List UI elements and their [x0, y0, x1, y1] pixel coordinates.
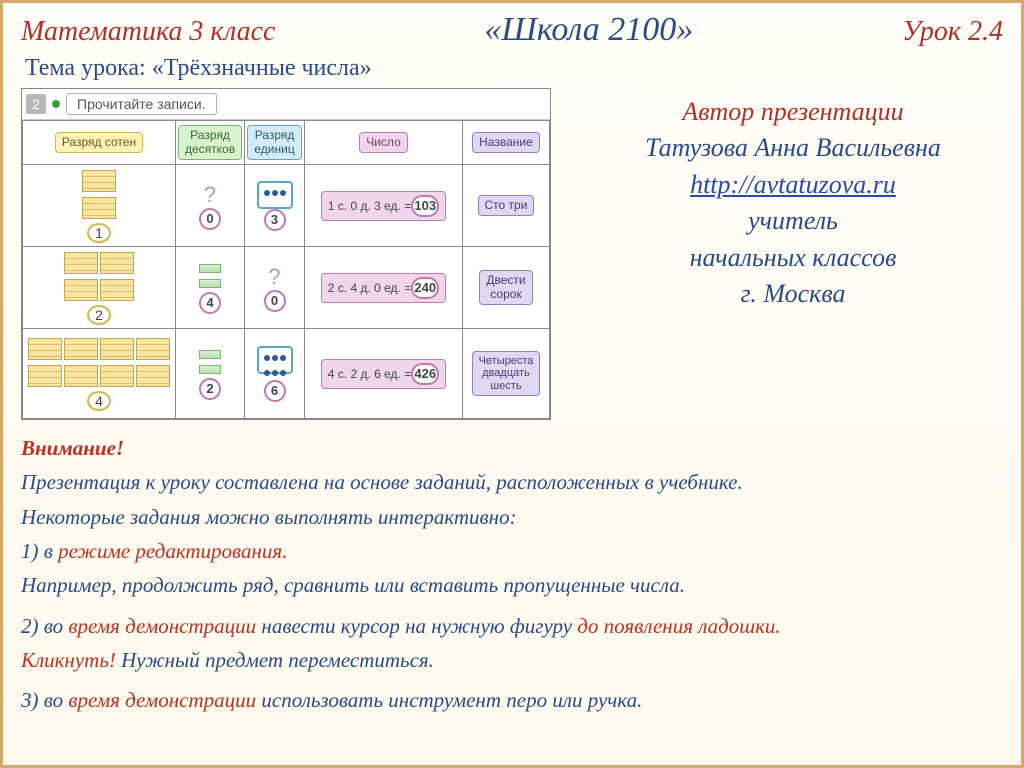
- author-url[interactable]: http://avtatuzova.ru: [690, 170, 896, 199]
- header: Математика 3 класс «Школа 2100» Урок 2.4: [21, 11, 1003, 49]
- col-name: Название: [472, 132, 540, 154]
- program-title: «Школа 2100»: [484, 11, 693, 49]
- hundreds-count: 2: [87, 305, 111, 325]
- exercise-figure: 2 Прочитайте записи. Разряд сотен Разряд…: [21, 88, 551, 420]
- place-value-table: Разряд сотен Разряд десятков Разряд един…: [22, 120, 550, 419]
- lesson-number: Урок 2.4: [902, 16, 1003, 48]
- subject-label: Математика 3 класс: [21, 16, 275, 48]
- author-title: Автор презентации: [583, 94, 1003, 130]
- hundreds-blocks: [63, 251, 135, 305]
- col-number: Число: [359, 132, 408, 154]
- note-line: Некоторые задания можно выполнять интера…: [21, 503, 1003, 531]
- hundreds-blocks: [81, 169, 117, 223]
- tens-blocks: [198, 262, 222, 292]
- col-tens: Разряд десятков: [178, 125, 242, 161]
- note-line: Кликнуть! Нужный предмет переместиться.: [21, 646, 1003, 674]
- tens-count: 2: [199, 378, 221, 400]
- question-icon: ?: [268, 264, 280, 289]
- task-instruction: Прочитайте записи.: [66, 93, 217, 115]
- note-line: 2) во время демонстрации навести курсор …: [21, 612, 1003, 640]
- col-hundreds: Разряд сотен: [55, 132, 143, 154]
- units-count: 6: [264, 380, 286, 402]
- hundreds-count: 1: [87, 223, 111, 243]
- units-dots: [257, 181, 293, 209]
- units-count: 3: [264, 209, 286, 231]
- number-name: Четыреста двадцать шесть: [472, 351, 541, 397]
- task-number: 2: [26, 94, 46, 114]
- number-expr: 4 с. 2 д. 6 ед. =426: [321, 359, 446, 389]
- number-name: Двести сорок: [479, 270, 532, 306]
- number-name: Сто три: [478, 195, 535, 217]
- question-icon: ?: [204, 182, 216, 207]
- note-line: Например, продолжить ряд, сравнить или в…: [21, 571, 1003, 599]
- units-count: 0: [264, 290, 286, 312]
- notes-block: Внимание! Презентация к уроку составлена…: [21, 434, 1003, 715]
- tens-count: 4: [199, 292, 221, 314]
- tens-count: 0: [199, 208, 221, 230]
- tens-blocks: [198, 348, 222, 378]
- hundreds-count: 4: [87, 391, 111, 411]
- author-role: учитель: [583, 203, 1003, 239]
- author-name: Татузова Анна Васильевна: [583, 130, 1003, 166]
- note-line: 1) в режиме редактирования.: [21, 537, 1003, 565]
- lesson-topic: Тема урока: «Трёхзначные числа»: [25, 55, 1003, 82]
- number-expr: 2 с. 4 д. 0 ед. =240: [321, 273, 446, 303]
- slide: Математика 3 класс «Школа 2100» Урок 2.4…: [0, 0, 1024, 768]
- units-dots: [257, 346, 293, 374]
- note-line: 3) во время демонстрации использовать ин…: [21, 686, 1003, 714]
- attention-label: Внимание!: [21, 436, 124, 460]
- author-city: г. Москва: [583, 276, 1003, 312]
- hundreds-blocks: [27, 337, 171, 391]
- note-line: Презентация к уроку составлена на основе…: [21, 468, 1003, 496]
- author-role2: начальных классов: [583, 240, 1003, 276]
- number-expr: 1 с. 0 д. 3 ед. =103: [321, 191, 446, 221]
- bullet-icon: [52, 100, 60, 108]
- author-block: Автор презентации Татузова Анна Васильев…: [583, 88, 1003, 420]
- col-units: Разряд единиц: [247, 125, 301, 161]
